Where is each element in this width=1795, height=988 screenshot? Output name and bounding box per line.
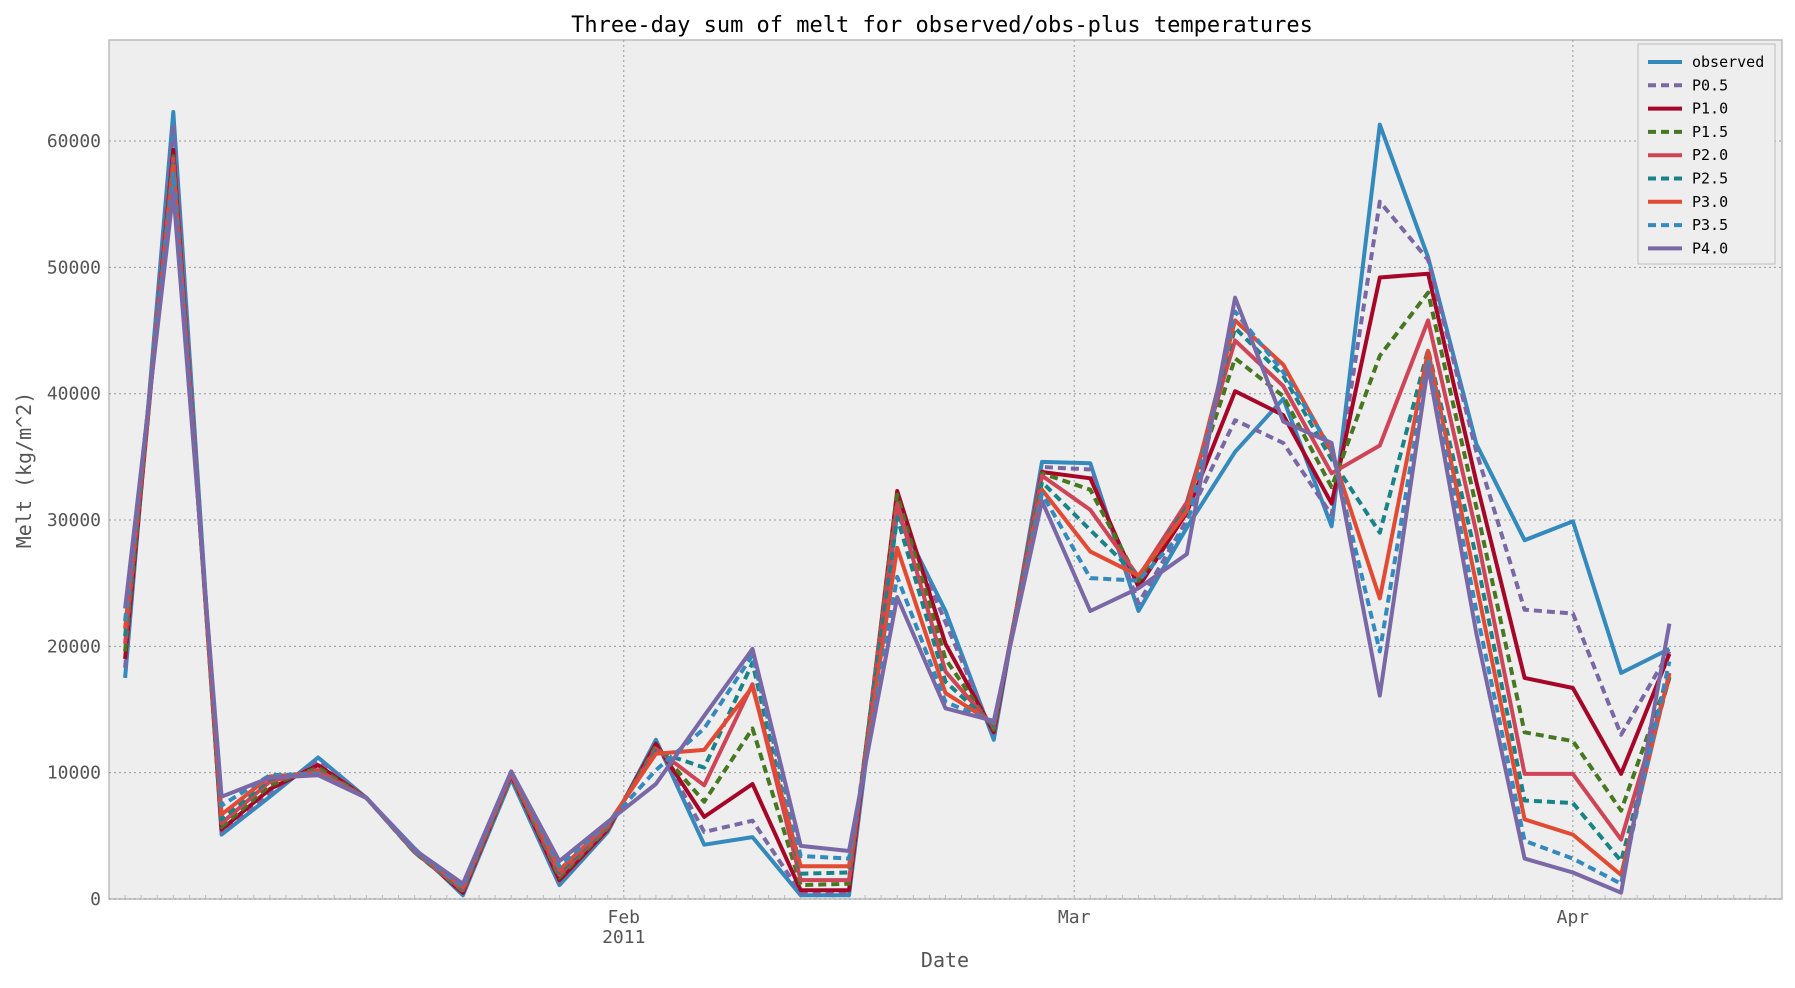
y-axis-label: Melt (kg/m^2): [12, 392, 36, 549]
chart-title: Three-day sum of melt for observed/obs-p…: [571, 13, 1313, 38]
series-line-P2-5: [123, 160, 1672, 891]
legend: observed P0.5 P1.0 P1.5 P2.0 P2.5 P3.0 P3.5 P4.0: [1637, 43, 1776, 265]
y-tick-label: 30000: [47, 510, 101, 531]
legend-label: observed: [1692, 53, 1764, 71]
legend-label: P2.5: [1692, 170, 1728, 188]
y-tick-label: 10000: [47, 763, 101, 784]
series-line-P4-0: [123, 189, 1672, 895]
y-tick-label: 60000: [47, 131, 101, 152]
plot-area: [108, 39, 1783, 900]
x-axis-label: Date: [921, 948, 969, 972]
legend-label: P3.5: [1692, 216, 1728, 234]
y-tick-label: 0: [90, 889, 101, 910]
x-tick-label: Mar: [1058, 907, 1091, 928]
y-tick-label: 40000: [47, 384, 101, 405]
legend-label: P3.0: [1692, 193, 1728, 211]
legend-label: P1.0: [1692, 100, 1728, 118]
y-axis-ticks: 0 10000 20000 30000 40000 50000 60000: [47, 131, 101, 910]
y-tick-label: 50000: [47, 257, 101, 278]
x-tick-label: Feb: [608, 907, 641, 928]
legend-label: P4.0: [1692, 239, 1728, 257]
x-tick-sublabel: 2011: [602, 927, 645, 948]
legend-label: P0.5: [1692, 76, 1728, 94]
legend-label: P1.5: [1692, 123, 1728, 141]
legend-label: P2.0: [1692, 146, 1728, 164]
x-tick-label: Apr: [1557, 907, 1590, 928]
series-lines: [123, 110, 1672, 898]
y-tick-label: 20000: [47, 636, 101, 657]
